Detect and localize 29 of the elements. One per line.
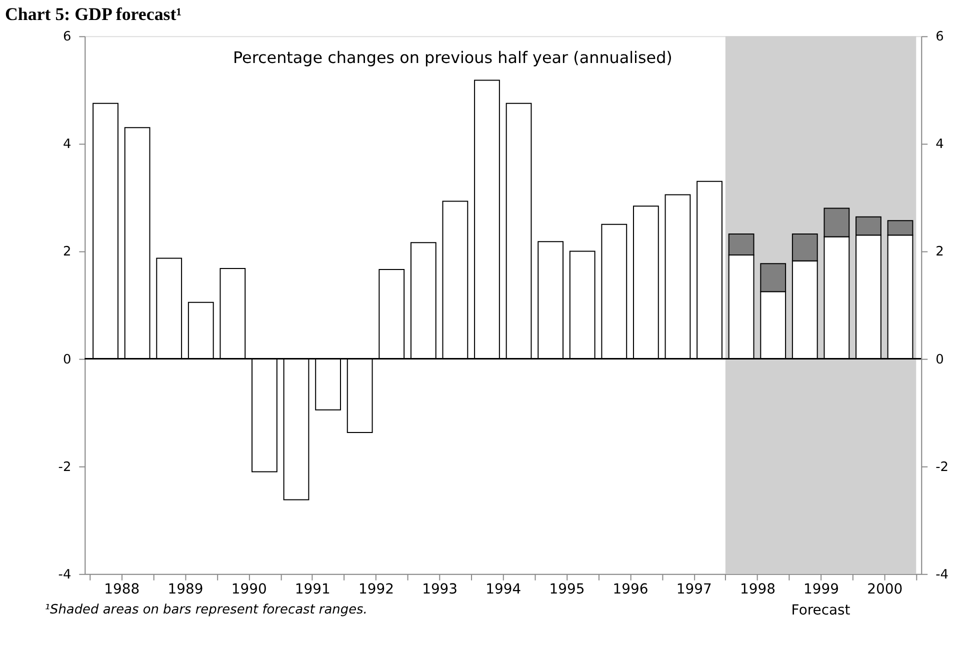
y2-tick-label: -4 bbox=[936, 567, 948, 582]
y-tick-label: 6 bbox=[62, 30, 72, 45]
x-tick-label: 2000 bbox=[867, 581, 903, 598]
y2-tick-label: 2 bbox=[936, 244, 944, 260]
x-tick-label: 1992 bbox=[358, 581, 394, 598]
y2-tick-label: 6 bbox=[936, 30, 944, 45]
y-tick-label: -2 bbox=[58, 460, 72, 475]
x-tick-label: 1988 bbox=[104, 581, 140, 598]
x-tick-label: 1999 bbox=[804, 581, 840, 598]
x-tick-label: 1998 bbox=[740, 581, 776, 598]
x-tick-label: 1997 bbox=[676, 581, 712, 598]
x-tick-label: 1993 bbox=[422, 581, 458, 598]
y2-tick-label: 0 bbox=[936, 352, 944, 368]
x-tick-label: 1995 bbox=[549, 581, 585, 598]
text: ¹Shaded areas on bars represent forecast ranges. bbox=[44, 602, 368, 618]
annotation: Percentage changes on previous half year (annualised) bbox=[233, 48, 672, 68]
y-tick-label: 2 bbox=[62, 244, 72, 260]
x-tick-label: 1991 bbox=[294, 581, 330, 598]
x-tick-label: 1994 bbox=[486, 581, 522, 598]
y-tick-label: -4 bbox=[58, 567, 72, 582]
y2-tick-label: -2 bbox=[936, 460, 948, 475]
x-tick-label: 1996 bbox=[612, 581, 648, 598]
y-tick-label: 4 bbox=[62, 137, 72, 152]
chart-title: Chart 5: GDP forecast¹ bbox=[4, 4, 182, 24]
x-tick-label: 1990 bbox=[231, 581, 267, 598]
y-tick-label: 0 bbox=[62, 352, 72, 368]
x-tick-label: 1989 bbox=[168, 581, 204, 598]
y2-tick-label: 4 bbox=[936, 137, 944, 152]
band-label: Forecast bbox=[791, 602, 851, 619]
